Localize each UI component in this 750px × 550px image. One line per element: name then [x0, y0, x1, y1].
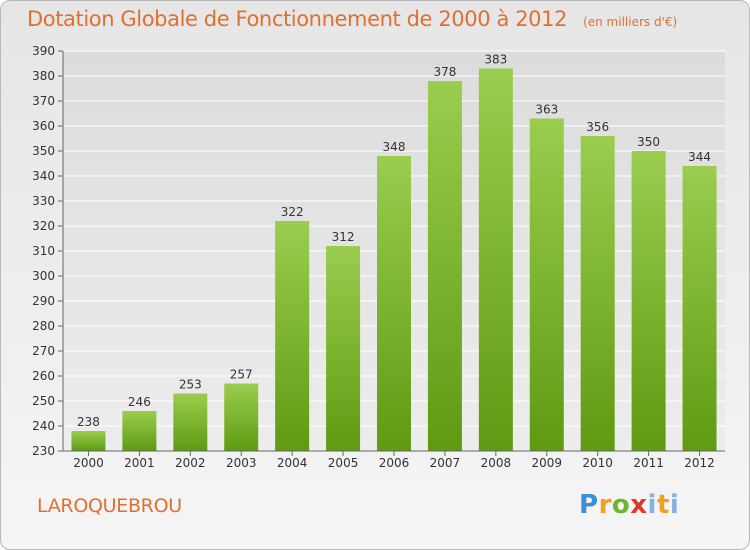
chart-title-text: Dotation Globale de Fonctionnement de 20…	[27, 7, 568, 31]
bar	[427, 81, 462, 451]
data-label: 238	[77, 415, 100, 429]
y-tick-label: 250	[32, 394, 55, 408]
bar	[326, 246, 361, 451]
x-tick-label: 2011	[633, 456, 664, 470]
x-tick-label: 2009	[531, 456, 562, 470]
data-label: 363	[535, 103, 558, 117]
bar	[631, 151, 666, 451]
x-tick-label: 2000	[73, 456, 104, 470]
bar	[478, 68, 513, 451]
bar	[682, 166, 717, 451]
x-axis: 2000 2001 2002 2003 2004 2005 2006 2007 2008 2009…	[63, 450, 725, 470]
x-tick-label: 2008	[481, 456, 512, 470]
proxiti-logo: Proxiti	[579, 490, 680, 520]
y-tick-label: 370	[32, 94, 55, 108]
x-tick-label: 2007	[430, 456, 461, 470]
bar	[580, 136, 615, 451]
x-tick-label: 2010	[582, 456, 613, 470]
y-tick-label: 380	[32, 69, 55, 83]
x-tick-label: 2001	[124, 456, 155, 470]
y-tick-label: 390	[32, 44, 55, 58]
y-tick-label: 230	[32, 444, 55, 458]
data-label: 348	[383, 140, 406, 154]
data-label: 356	[586, 120, 609, 134]
x-tick-label: 2003	[226, 456, 257, 470]
data-label: 312	[332, 230, 355, 244]
bar	[275, 221, 310, 451]
y-tick-label: 290	[32, 294, 55, 308]
y-tick-label: 280	[32, 319, 55, 333]
bar	[224, 383, 259, 451]
data-label: 378	[433, 65, 456, 79]
x-tick-label: 2012	[684, 456, 715, 470]
x-tick-label: 2005	[328, 456, 359, 470]
y-tick-label: 310	[32, 244, 55, 258]
y-tick-label: 260	[32, 369, 55, 383]
bar	[173, 393, 208, 451]
x-tick-label: 2006	[379, 456, 410, 470]
bar	[71, 431, 106, 451]
data-label: 344	[688, 150, 711, 164]
y-tick-label: 350	[32, 144, 55, 158]
x-tick-label: 2002	[175, 456, 206, 470]
data-label: 257	[230, 368, 253, 382]
y-axis: 230 240 250 260 270 280 290 300 310 320 330 340 350 3…	[32, 44, 64, 458]
bar	[122, 411, 157, 451]
commune-name: LAROQUEBROU	[37, 495, 182, 517]
data-label: 383	[484, 53, 507, 67]
data-label: 246	[128, 395, 151, 409]
bar	[529, 118, 564, 451]
y-tick-label: 240	[32, 419, 55, 433]
x-tick-label: 2004	[277, 456, 308, 470]
y-tick-label: 320	[32, 219, 55, 233]
data-label: 350	[637, 135, 660, 149]
chart-title: Dotation Globale de Fonctionnement de 20…	[27, 7, 677, 31]
y-tick-label: 340	[32, 169, 55, 183]
y-tick-label: 300	[32, 269, 55, 283]
bars: 238 246 253 257 322 312 348 378 383 363 356 350 344	[71, 53, 717, 451]
data-label: 253	[179, 378, 202, 392]
data-label: 322	[281, 205, 304, 219]
y-tick-label: 360	[32, 119, 55, 133]
chart-subtitle: (en milliers d'€)	[583, 15, 678, 29]
bar	[377, 156, 411, 451]
y-tick-label: 270	[32, 344, 55, 358]
y-tick-label: 330	[32, 194, 55, 208]
